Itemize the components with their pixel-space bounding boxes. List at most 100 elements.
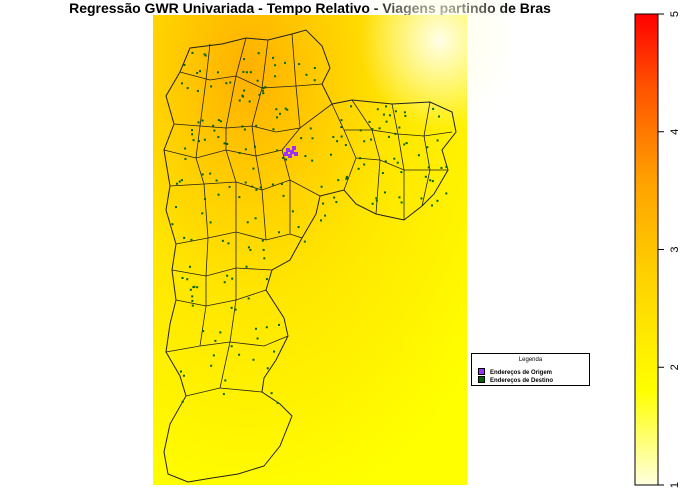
destination-point: [253, 145, 256, 148]
destination-point: [298, 63, 301, 66]
scale-tick-label: 3: [669, 246, 681, 252]
destination-point: [274, 64, 277, 67]
destination-point: [272, 56, 275, 59]
destination-point: [277, 323, 280, 326]
destination-point: [219, 331, 222, 334]
origin-point: [290, 150, 294, 154]
destination-point: [265, 278, 268, 281]
destination-point: [196, 89, 199, 92]
destination-point: [243, 128, 246, 131]
destination-point: [345, 175, 348, 178]
legend-label-destination: Endereços de Destino: [490, 378, 554, 384]
destination-point: [244, 148, 247, 151]
destination-point: [202, 330, 205, 333]
destination-point: [330, 153, 333, 156]
destination-point: [243, 58, 246, 61]
destination-point: [189, 288, 192, 291]
destination-point: [238, 353, 241, 356]
destination-point: [222, 393, 225, 396]
destination-point: [398, 196, 401, 199]
destination-point: [359, 157, 362, 160]
destination-point: [243, 89, 246, 92]
legend: Legenda Endereços de Origem Endereços de…: [471, 353, 590, 386]
destination-point: [311, 159, 314, 162]
origin-point: [294, 152, 298, 156]
destination-point: [201, 212, 204, 215]
destination-point: [303, 240, 306, 243]
destination-point: [180, 179, 183, 182]
destination-point: [193, 285, 196, 288]
origin-point: [292, 146, 296, 150]
destination-point: [350, 105, 353, 108]
destination-point: [217, 136, 220, 139]
destination-point: [219, 120, 222, 123]
destination-point: [438, 115, 441, 118]
destination-point: [385, 120, 388, 123]
destination-point: [224, 379, 227, 382]
destination-point: [344, 144, 347, 147]
destination-point: [263, 257, 266, 260]
destination-point: [271, 183, 274, 186]
destination-point: [203, 138, 206, 141]
destination-point: [276, 116, 279, 119]
destination-point: [212, 354, 215, 357]
destination-point: [241, 94, 244, 97]
destination-point: [238, 99, 241, 102]
destination-point: [282, 156, 285, 159]
destination-point: [385, 105, 388, 108]
destination-point: [381, 172, 384, 175]
destination-point: [252, 358, 255, 361]
destination-point: [197, 121, 200, 124]
destination-point: [286, 108, 289, 111]
origin-point: [286, 148, 290, 152]
destination-point: [376, 108, 379, 111]
destination-point: [436, 139, 439, 142]
destination-point: [436, 199, 439, 202]
destination-point: [186, 87, 189, 90]
destination-point: [262, 92, 265, 95]
destination-point: [190, 238, 193, 241]
destination-point: [254, 327, 257, 330]
destination-point: [400, 201, 403, 204]
destination-point: [212, 124, 215, 127]
destination-point: [340, 126, 343, 129]
destination-point: [265, 326, 268, 329]
destination-point: [230, 306, 233, 309]
legend-label-origin: Endereços de Origem: [490, 370, 553, 376]
destination-point: [383, 191, 386, 194]
destination-point: [297, 226, 300, 229]
destination-point: [241, 125, 244, 128]
destination-point: [210, 364, 213, 367]
destination-point: [357, 167, 360, 170]
destination-point: [404, 114, 407, 117]
destination-point: [311, 137, 314, 140]
destination-point: [223, 142, 226, 145]
destination-point: [204, 198, 207, 201]
destination-point: [384, 160, 387, 163]
destination-point: [259, 186, 262, 189]
destination-point: [426, 146, 429, 149]
destination-point: [223, 281, 226, 284]
destination-point: [284, 107, 287, 110]
destination-point: [393, 157, 396, 160]
color-scale-ticks: 1 2 3 4 5: [658, 11, 681, 488]
destination-point: [190, 129, 193, 132]
destination-point: [188, 265, 191, 268]
destination-point: [199, 70, 202, 73]
destination-point: [336, 140, 339, 143]
destination-point: [204, 54, 207, 57]
destination-point: [226, 143, 229, 146]
destination-point: [214, 339, 217, 342]
low-value-zone: [360, 0, 520, 130]
destination-point: [445, 192, 448, 195]
destination-point: [371, 128, 374, 131]
destination-point: [270, 392, 273, 395]
scale-tick-label: 1: [669, 482, 681, 488]
scale-tick-label: 2: [669, 364, 681, 370]
destination-point: [403, 143, 406, 146]
destination-point: [221, 239, 224, 242]
destination-point: [192, 286, 195, 289]
destination-point: [191, 133, 194, 136]
destination-point: [191, 299, 194, 302]
destination-point: [217, 118, 220, 121]
